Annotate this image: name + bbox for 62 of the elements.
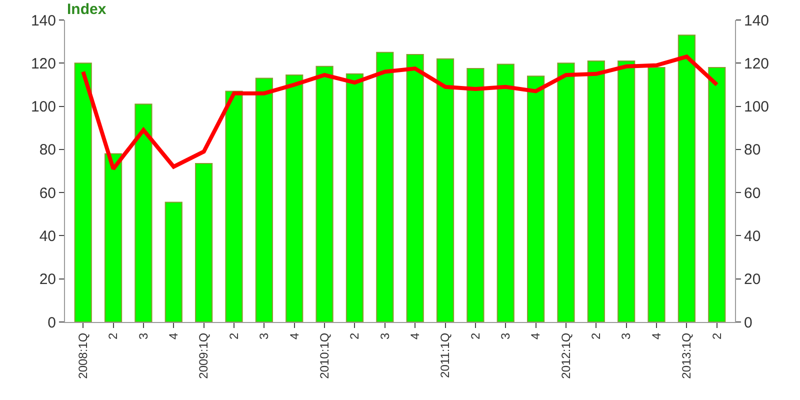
x-tick-label: 4 [408, 332, 422, 340]
bar [618, 60, 636, 322]
bar [557, 62, 575, 322]
y2-tick-label: 100 [744, 98, 770, 116]
x-tick-label: 2 [106, 332, 120, 340]
y2-tick-label: 120 [744, 55, 770, 72]
x-tick-label: 3 [378, 332, 392, 340]
x-tick-label: 4 [287, 332, 302, 340]
y-tick-label: 40 [39, 228, 56, 245]
y2-tick-label: 80 [744, 142, 761, 159]
bar [678, 34, 696, 322]
bar [708, 66, 726, 322]
x-tick-label: 2012:1Q [558, 332, 573, 379]
bar [225, 90, 243, 322]
bar [527, 76, 545, 322]
x-tick-label: 2 [589, 332, 604, 340]
bar [587, 60, 605, 322]
bar [255, 78, 273, 322]
bar [346, 73, 364, 322]
y-tick-label: 20 [39, 271, 56, 288]
bar [164, 202, 182, 322]
x-tick-label: 3 [498, 332, 513, 340]
x-tick-label: 2 [468, 332, 482, 340]
bar [134, 104, 152, 322]
x-tick-label: 3 [136, 332, 150, 340]
y2-tick-label: 20 [744, 271, 761, 288]
y2-tick-label: 60 [744, 184, 761, 202]
x-tick-label: 2011:1Q [438, 332, 452, 378]
bar [74, 62, 92, 322]
bar [104, 153, 122, 322]
bar [466, 68, 484, 322]
bar [195, 162, 213, 322]
bar [376, 52, 394, 322]
y2-tick-label: 40 [744, 228, 761, 245]
x-tick-label: 2 [348, 332, 362, 340]
y-tick-label: 120 [30, 55, 56, 72]
bar [496, 64, 514, 322]
x-tick-label: 2008:1Q [76, 332, 90, 379]
x-tick-label: 3 [619, 332, 634, 340]
x-tick-label: 3 [257, 332, 272, 340]
x-tick-label: 4 [649, 332, 664, 340]
x-tick-label: 2010:1Q [317, 332, 332, 379]
x-tick-label: 2009:1Q [196, 332, 211, 379]
bar [286, 74, 304, 322]
y-tick-label: 60 [39, 184, 56, 202]
x-tick-label: 4 [166, 332, 181, 340]
y-tick-label: 140 [30, 12, 56, 30]
bar [436, 58, 454, 322]
y2-tick-label: 140 [744, 12, 770, 30]
bar [406, 54, 424, 322]
line-series [81, 54, 719, 171]
x-tick-label: 2013:1Q [680, 332, 694, 379]
y-tick-label: 80 [39, 142, 56, 159]
x-tick-label: 2 [710, 332, 724, 340]
y-axis-title: Index [67, 1, 107, 18]
x-tick-label: 2 [226, 332, 241, 340]
y-tick-label: 100 [30, 98, 56, 116]
bar [648, 66, 666, 322]
bar [316, 66, 334, 322]
y2-tick-label: 0 [744, 314, 752, 332]
x-tick-label: 4 [528, 332, 543, 340]
y-tick-label: 0 [48, 314, 56, 332]
